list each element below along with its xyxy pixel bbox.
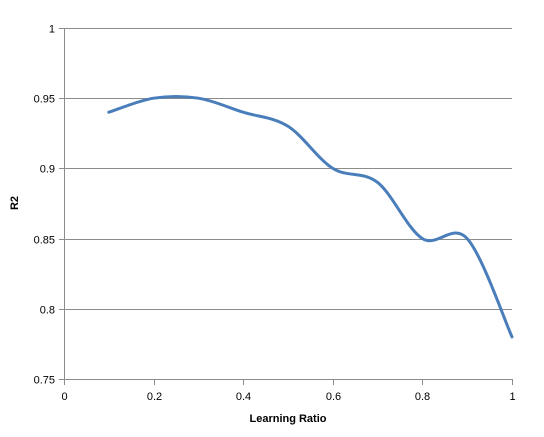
y-tick-label-5: 1 <box>49 24 55 36</box>
y-tick-label-4: 0.95 <box>34 94 55 106</box>
x-tick-label-3: 0.6 <box>326 391 341 403</box>
x-tick-label-1: 0.2 <box>147 391 162 403</box>
y-tick-label-2: 0.85 <box>34 235 55 247</box>
y-tick-label-3: 0.9 <box>40 164 55 176</box>
axes <box>59 28 513 385</box>
y-axis-title: R2 <box>9 196 21 210</box>
y-tick-label-0: 0.75 <box>34 375 55 387</box>
y-tick-label-1: 0.8 <box>40 305 55 317</box>
x-tick-label-5: 1 <box>509 391 515 403</box>
grid-lines <box>64 28 512 310</box>
tick-labels: 0.75 0.8 0.85 0.9 0.95 1 0 0.2 0.4 0.6 0.8 1 <box>34 24 516 404</box>
x-tick-label-2: 0.4 <box>236 391 251 403</box>
series-line-0 <box>107 94 514 339</box>
x-axis-title: Learning Ratio <box>249 413 326 425</box>
series-layer <box>107 94 514 339</box>
x-tick-label-4: 0.8 <box>415 391 430 403</box>
x-tick-label-0: 0 <box>61 391 67 403</box>
